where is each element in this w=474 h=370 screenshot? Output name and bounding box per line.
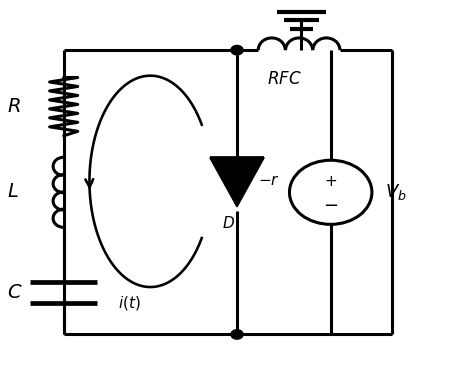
- Text: $V_b$: $V_b$: [384, 182, 406, 202]
- Text: $-$: $-$: [323, 195, 338, 213]
- Text: $R$: $R$: [8, 98, 21, 116]
- Circle shape: [231, 46, 243, 55]
- Circle shape: [231, 330, 243, 339]
- Text: $i(t)$: $i(t)$: [118, 295, 140, 312]
- Text: $-r$: $-r$: [258, 174, 280, 188]
- Text: $+$: $+$: [324, 174, 337, 189]
- Text: $C$: $C$: [8, 283, 23, 302]
- Polygon shape: [210, 158, 264, 207]
- Text: $L$: $L$: [8, 183, 19, 201]
- Text: $D$: $D$: [222, 215, 235, 231]
- Text: $RFC$: $RFC$: [267, 71, 302, 88]
